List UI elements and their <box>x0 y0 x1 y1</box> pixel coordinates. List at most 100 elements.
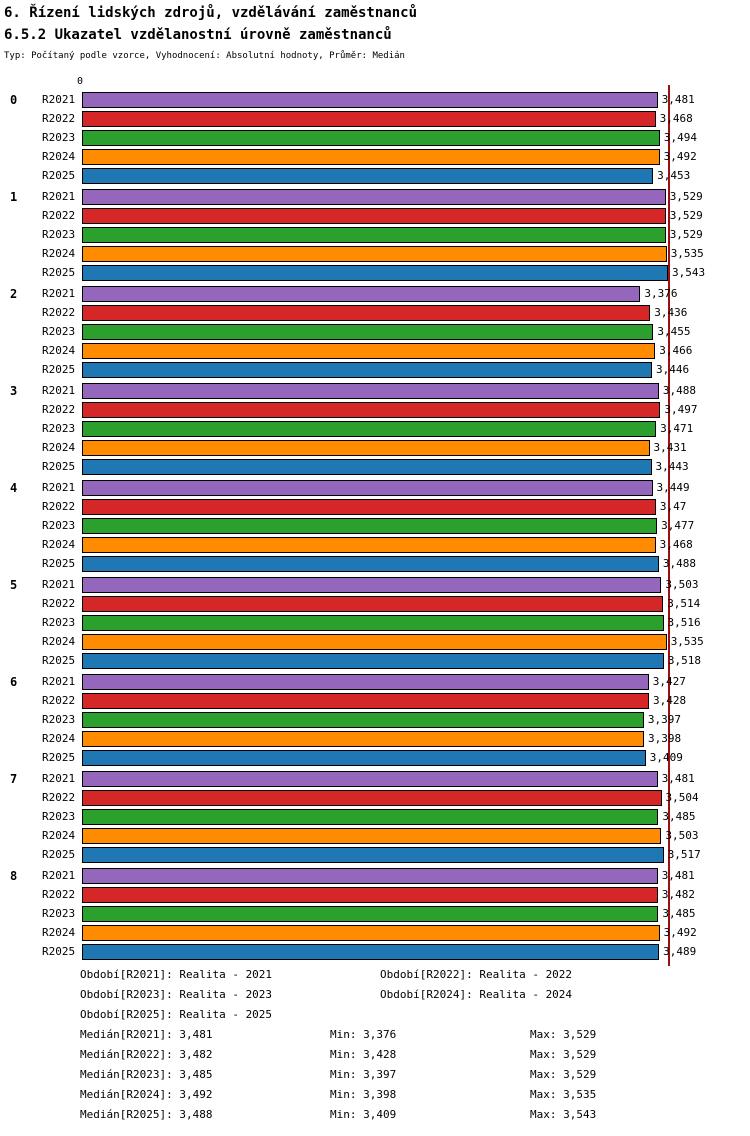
max-entry: Max: 3,535 <box>530 1088 597 1101</box>
bar <box>82 633 667 650</box>
bar <box>82 730 644 747</box>
bar <box>82 711 644 728</box>
chart-meta-info: Typ: Počítaný podle vzorce, Vyhodnocení:… <box>4 51 405 61</box>
bar-value-label: 3,466 <box>659 344 693 357</box>
bar <box>82 285 641 302</box>
min-entry: Min: 3,398 <box>330 1088 397 1101</box>
bar <box>82 943 660 960</box>
bar-chart: 0 0 R2021 3,481 R2022 3,468 R2023 3,494 R2024 3,… <box>0 77 750 966</box>
period-line: Období[R2025]: Realita - 2025 <box>0 1008 750 1028</box>
bar <box>82 401 661 418</box>
group-label: 4 <box>10 480 18 495</box>
bar-group: 0 R2021 3,481 R2022 3,468 R2023 3,494 R2024 3,49… <box>0 90 750 185</box>
bar-value-label: 3,494 <box>663 131 698 144</box>
series-label: R2025 <box>42 751 76 764</box>
series-label: R2023 <box>42 325 76 338</box>
bar <box>82 226 666 243</box>
bar <box>82 808 659 825</box>
series-label: R2024 <box>42 538 76 551</box>
bar-row: R2022 3,482 <box>0 885 750 904</box>
bar-row: 1 R2021 3,529 <box>0 187 750 206</box>
period-entry: Období[R2022]: Realita - 2022 <box>380 968 573 981</box>
series-label: R2022 <box>42 694 76 707</box>
bar <box>82 749 646 766</box>
bar-row: R2025 3,409 <box>0 748 750 767</box>
bar-value-label: 3,453 <box>657 169 691 182</box>
bar <box>82 188 666 205</box>
bar <box>82 692 649 709</box>
min-entry: Min: 3,376 <box>330 1028 397 1041</box>
axis-origin-label: 0 <box>77 76 84 87</box>
bar-row: 0 R2021 3,481 <box>0 90 750 109</box>
bar-value-label: 3,468 <box>659 112 693 125</box>
bar <box>82 673 649 690</box>
median-entry: Medián[R2021]: 3,481 <box>80 1028 213 1041</box>
bar-value-label: 3,431 <box>653 441 687 454</box>
period-line: Období[R2023]: Realita - 2023 Období[R202… <box>0 988 750 1008</box>
bar <box>82 458 652 475</box>
bar-group: 4 R2021 3,449 R2022 3,47 R2023 3,477 R2024 3,468… <box>0 478 750 573</box>
legend-footer: Období[R2021]: Realita - 2021 Období[R202… <box>0 968 750 1128</box>
bar-value-label: 3,446 <box>656 363 690 376</box>
bar-value-label: 3,488 <box>662 557 697 570</box>
bar-row: 7 R2021 3,481 <box>0 769 750 788</box>
bar-value-label: 3,481 <box>661 869 695 882</box>
bar-value-label: 3,47 <box>659 500 687 513</box>
bar-group: 6 R2021 3,427 R2022 3,428 R2023 3,397 R2024 3,39… <box>0 672 750 767</box>
series-label: R2025 <box>42 654 76 667</box>
min-entry: Min: 3,397 <box>330 1068 397 1081</box>
bar-value-label: 3,497 <box>664 403 698 416</box>
bar-value-label: 3,529 <box>669 228 703 241</box>
bar-row: R2025 3,443 <box>0 457 750 476</box>
bar-value-label: 3,477 <box>661 519 695 532</box>
series-label: R2022 <box>42 597 76 610</box>
stat-line: Medián[R2023]: 3,485 Min: 3,397 Max: 3,529 <box>0 1068 750 1088</box>
bar-value-label: 3,409 <box>649 751 683 764</box>
bar-row: R2023 3,516 <box>0 613 750 632</box>
bar-row: R2022 3,504 <box>0 788 750 807</box>
bar-group: 8 R2021 3,481 R2022 3,482 R2023 3,485 R2024 3,49… <box>0 866 750 961</box>
bar-value-label: 3,514 <box>667 597 701 610</box>
group-label: 2 <box>10 286 18 301</box>
series-label: R2022 <box>42 112 76 125</box>
bar-value-label: 3,492 <box>663 150 697 163</box>
bar-row: R2024 3,492 <box>0 923 750 942</box>
series-label: R2025 <box>42 363 76 376</box>
series-label: R2023 <box>42 422 76 435</box>
group-label: 7 <box>10 771 18 786</box>
bar-row: R2022 3,468 <box>0 109 750 128</box>
bar <box>82 420 657 437</box>
footer-periods: Období[R2021]: Realita - 2021 Období[R202… <box>0 968 750 1028</box>
page-title: 6. Řízení lidských zdrojů, vzdělávání za… <box>4 5 418 21</box>
series-label: R2022 <box>42 500 76 513</box>
series-label: R2022 <box>42 791 76 804</box>
group-label: 8 <box>10 868 18 883</box>
page-subtitle: 6.5.2 Ukazatel vzdělanostní úrovně zaměs… <box>4 27 392 43</box>
bar-value-label: 3,397 <box>647 713 682 726</box>
bar <box>82 924 660 941</box>
group-label: 5 <box>10 577 18 592</box>
bar-row: 2 R2021 3,376 <box>0 284 750 303</box>
min-entry: Min: 3,428 <box>330 1048 397 1061</box>
series-label: R2024 <box>42 732 76 745</box>
bar-row: R2025 3,446 <box>0 360 750 379</box>
bar-row: R2023 3,485 <box>0 807 750 826</box>
bar <box>82 264 668 281</box>
bar <box>82 479 653 496</box>
series-label: R2024 <box>42 247 76 260</box>
series-label: R2024 <box>42 441 76 454</box>
bar <box>82 595 664 612</box>
bar <box>82 304 651 321</box>
bar-row: R2022 3,436 <box>0 303 750 322</box>
bar-value-label: 3,503 <box>665 829 699 842</box>
series-label: R2025 <box>42 460 76 473</box>
bar-row: R2024 3,503 <box>0 826 750 845</box>
bar-value-label: 3,529 <box>669 209 703 222</box>
bar <box>82 167 654 184</box>
bar-value-label: 3,443 <box>655 460 689 473</box>
series-label: R2021 <box>42 287 76 300</box>
bar-row: R2024 3,535 <box>0 244 750 263</box>
bar-row: R2025 3,489 <box>0 942 750 961</box>
bar-value-label: 3,492 <box>663 926 697 939</box>
